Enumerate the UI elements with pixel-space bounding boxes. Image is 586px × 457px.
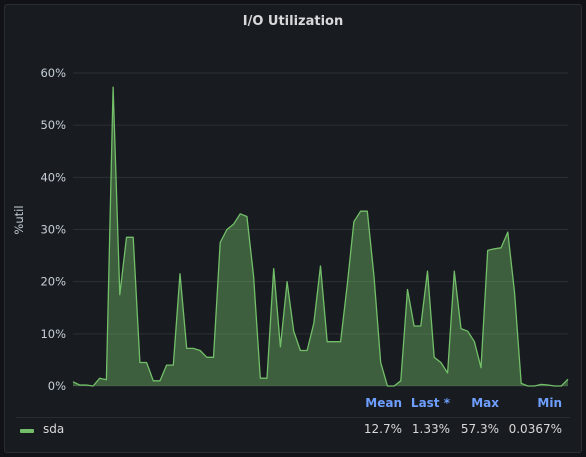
legend-min-value: 0.0367%	[508, 422, 562, 436]
y-tick-label: 10%	[40, 327, 66, 341]
legend-max-value: 57.3%	[460, 422, 499, 436]
panel-title[interactable]: I/O Utilization	[242, 14, 344, 29]
y-tick-label: 40%	[40, 170, 66, 184]
legend-last-value: 1.33%	[411, 422, 450, 436]
legend-series-name: sda	[43, 422, 65, 436]
y-tick-label: 20%	[40, 275, 66, 289]
legend-header-mean[interactable]: Mean	[365, 396, 402, 410]
legend-header-min[interactable]: Min	[537, 396, 562, 410]
y-tick-label: 50%	[40, 118, 66, 132]
series-area-sda	[73, 87, 568, 386]
legend-separator	[16, 417, 570, 418]
y-axis-ticks: 0% 10% 20% 30% 40% 50% 60%	[40, 66, 66, 393]
y-tick-label: 60%	[40, 66, 66, 80]
legend-mean-value: 12.7%	[363, 422, 402, 436]
legend-header-max[interactable]: Max	[471, 396, 499, 410]
legend-header-last[interactable]: Last *	[410, 396, 450, 410]
legend-color-swatch	[20, 429, 34, 433]
series-line-sda[interactable]	[72, 86, 569, 387]
y-tick-label: 0%	[48, 379, 66, 393]
series-layer	[72, 86, 569, 387]
y-tick-label: 30%	[40, 223, 66, 237]
y-axis-label: %util	[12, 205, 26, 234]
